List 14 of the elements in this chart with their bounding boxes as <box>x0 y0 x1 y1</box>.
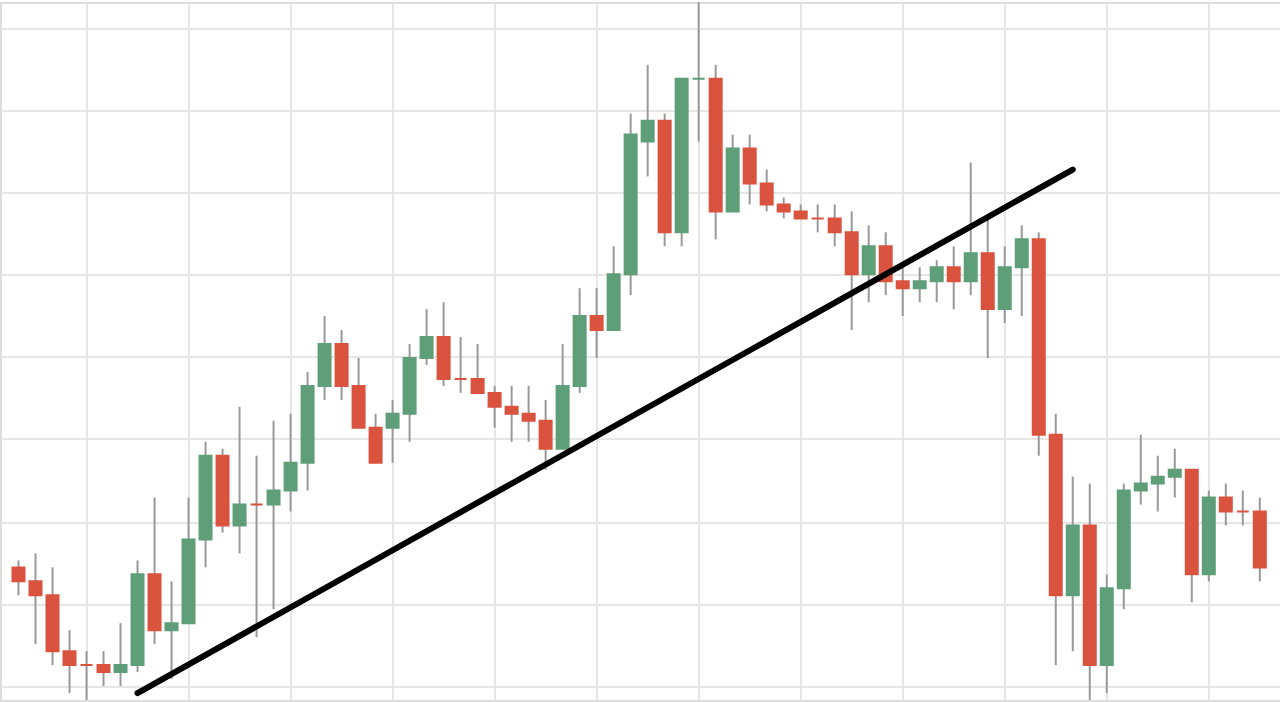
candlestick <box>232 405 247 555</box>
candlestick <box>691 1 706 143</box>
candlestick <box>810 203 825 234</box>
candlestick <box>589 287 604 359</box>
candlestick <box>436 301 451 387</box>
candlestick <box>861 224 876 304</box>
candlestick <box>453 336 468 394</box>
candlestick <box>1218 482 1233 527</box>
candlestick <box>249 454 264 639</box>
candlestick <box>963 161 978 297</box>
candlestick <box>946 245 961 311</box>
candlestick <box>1235 489 1250 527</box>
candlestick <box>79 650 94 701</box>
candlestick <box>96 650 111 688</box>
